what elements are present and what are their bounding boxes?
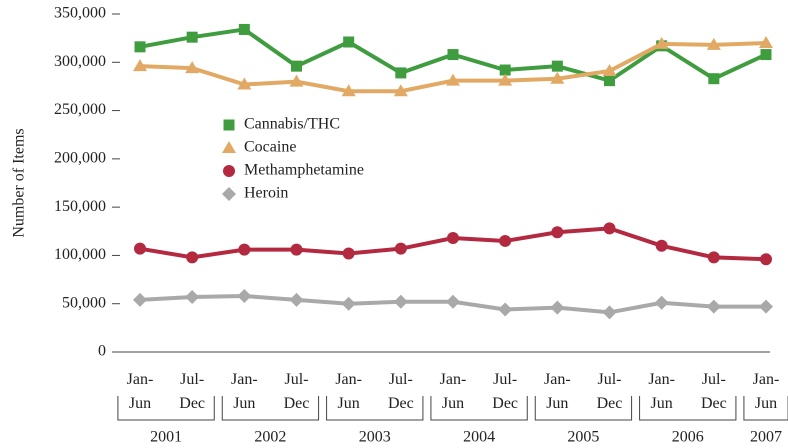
data-point [341, 296, 356, 311]
group-bracket [639, 396, 737, 421]
data-point [238, 243, 251, 256]
legend-marker [222, 187, 236, 201]
data-point [760, 253, 772, 266]
y-tick-label: 0 [98, 343, 106, 360]
x-group-label: 2002 [254, 429, 286, 446]
data-point [604, 75, 615, 87]
data-point [186, 31, 198, 43]
x-tick-label: Jan- Jun [335, 371, 362, 412]
x-group-label: 2001 [150, 429, 182, 446]
group-bracket [534, 396, 633, 421]
x-group-label: 2003 [359, 429, 391, 446]
data-point [394, 242, 407, 255]
x-group-label: 2004 [463, 429, 495, 446]
data-point [343, 36, 355, 48]
data-point [446, 294, 460, 309]
data-point [185, 61, 200, 74]
data-point [341, 84, 356, 97]
legend-label: Heroin [244, 185, 288, 202]
data-point [134, 242, 146, 255]
legend-label: Cannabis/THC [244, 116, 340, 133]
data-point [238, 23, 250, 35]
data-point [499, 64, 511, 76]
data-point [186, 251, 199, 264]
x-group-label: 2006 [672, 429, 704, 446]
y-tick-label: 200,000 [54, 150, 106, 167]
data-point [498, 302, 513, 317]
y-tick-label: 250,000 [54, 101, 106, 118]
legend-label: Methamphetamine [244, 162, 364, 179]
data-point [706, 299, 721, 314]
x-tick-label: Jan- Jun [231, 371, 258, 412]
legend-marker [222, 141, 236, 153]
data-point [760, 49, 772, 61]
data-point [237, 288, 252, 303]
group-bracket [743, 396, 788, 421]
data-point [134, 41, 146, 53]
data-point [603, 222, 616, 235]
x-tick-label: Jan- Jun [752, 371, 780, 412]
data-point [291, 60, 302, 72]
data-point [446, 73, 460, 86]
legend-marker [223, 165, 235, 177]
data-point [395, 67, 407, 79]
data-point [551, 60, 563, 72]
group-bracket [326, 396, 424, 421]
x-tick-label: Jul- Dec [387, 371, 414, 412]
y-tick-label: 100,000 [54, 246, 106, 263]
data-point [707, 251, 720, 264]
x-group-label: 2005 [567, 429, 599, 446]
y-tick-label: 150,000 [54, 198, 106, 215]
data-point [602, 63, 617, 76]
group-bracket [430, 396, 528, 421]
group-bracket [117, 396, 215, 421]
data-point [393, 84, 408, 97]
x-tick-label: Jul- Dec [492, 371, 519, 412]
x-tick-label: Jan- Jun [544, 371, 571, 412]
data-point [654, 295, 669, 310]
data-point [290, 243, 303, 256]
data-point [759, 35, 773, 48]
x-tick-label: Jul- Dec [596, 371, 623, 412]
x-group-label: 2007 [750, 429, 782, 446]
legend-marker [223, 119, 235, 131]
x-tick-label: Jul- Dec [700, 371, 727, 412]
data-point [708, 73, 720, 85]
data-point [289, 292, 304, 307]
data-point [289, 74, 304, 87]
data-point [499, 234, 512, 247]
data-point [498, 73, 513, 86]
x-tick-label: Jan- Jun [439, 371, 467, 412]
data-point [602, 305, 617, 320]
data-point [393, 294, 408, 309]
y-tick-label: 300,000 [54, 53, 106, 70]
data-point [447, 232, 459, 245]
data-point [550, 300, 565, 315]
data-point [342, 247, 355, 260]
data-point [759, 299, 773, 314]
x-tick-label: Jan- Jun [126, 371, 154, 412]
data-point [237, 77, 252, 90]
data-point [447, 49, 459, 61]
data-point [655, 239, 668, 252]
data-point [654, 36, 669, 49]
x-tick-label: Jul- Dec [179, 371, 206, 412]
data-point [550, 71, 565, 84]
legend-label: Cocaine [244, 139, 296, 156]
data-point [185, 289, 200, 304]
data-point [133, 292, 147, 307]
x-tick-label: Jul- Dec [283, 371, 310, 412]
x-tick-label: Jan- Jun [648, 371, 675, 412]
y-tick-label: 50,000 [62, 294, 106, 311]
data-point [706, 37, 721, 50]
group-bracket [221, 396, 320, 421]
data-point [133, 59, 147, 72]
y-axis-label: Number of Items [11, 128, 28, 237]
y-tick-label: 350,000 [54, 5, 106, 22]
data-point [551, 226, 564, 239]
